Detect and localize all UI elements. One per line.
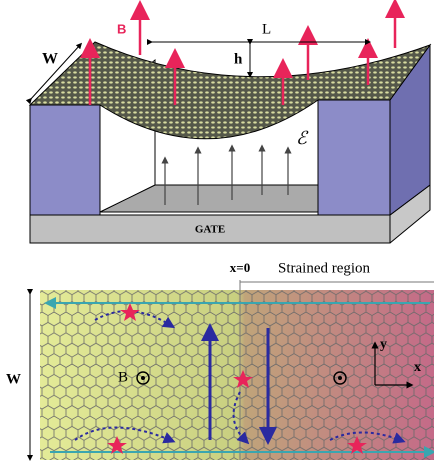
w-label: W bbox=[6, 371, 21, 387]
w-label: W bbox=[42, 51, 58, 68]
device-3d: W B L h ℰ GATE bbox=[30, 8, 430, 243]
b-label: B bbox=[118, 369, 128, 385]
dot bbox=[338, 376, 342, 380]
gate-label: GATE bbox=[195, 224, 225, 236]
l-label: L bbox=[262, 21, 271, 37]
b-label: B bbox=[117, 21, 126, 36]
h-label: h bbox=[234, 51, 243, 67]
e-label: ℰ bbox=[296, 128, 309, 148]
strip: x=0 Strained region W B bbox=[6, 260, 434, 460]
x0-label: x=0 bbox=[230, 260, 250, 275]
right-block bbox=[318, 100, 390, 215]
x-axis-label: x bbox=[414, 360, 421, 375]
figure: W B L h ℰ GATE x=0 Strained region W B bbox=[0, 0, 434, 463]
dot bbox=[141, 376, 145, 380]
region-label: Strained region bbox=[278, 260, 371, 276]
left-block bbox=[30, 105, 100, 215]
y-axis-label: y bbox=[380, 337, 387, 352]
